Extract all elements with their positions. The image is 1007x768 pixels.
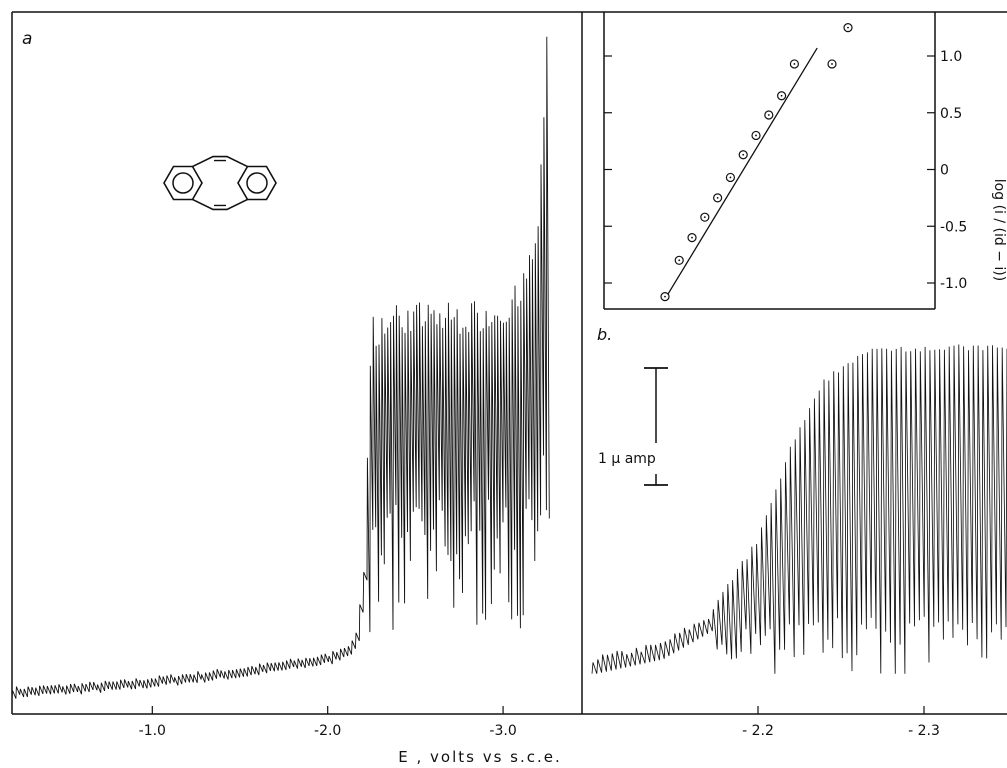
inset-fit-line — [667, 47, 818, 295]
inset-log-plot: -1.0 -0.5 0 0.5 1.0 log (i / (id − i)) — [603, 12, 1007, 310]
inset-data-point-center — [691, 236, 693, 239]
inset-data-point-center — [767, 114, 770, 116]
panel-a-x-tick-label: -3.0 — [489, 723, 516, 739]
inset-data-point-center — [831, 63, 833, 65]
panel-a-label: a — [22, 29, 32, 49]
right-aromatic-circle — [246, 172, 268, 194]
inset-data-point-center — [755, 134, 757, 137]
scale-bar-label: 1 μ amp — [598, 451, 656, 467]
panel-a-x-tick-label: -2.0 — [314, 723, 341, 739]
dibenzocyclooctatetraene-structure-icon — [163, 155, 277, 211]
left-aromatic-circle — [172, 172, 194, 194]
inset-y-tick-label: 0.5 — [940, 106, 962, 122]
inset-data-point-center — [793, 63, 796, 65]
left-benzene-ring — [163, 165, 203, 201]
figure-frame — [11, 11, 1007, 715]
inset-data-point-center — [664, 295, 666, 298]
x-axis-label: E , volts vs s.c.e. — [398, 748, 562, 766]
scale-bar — [644, 367, 668, 486]
panel-b-polarogram-trace — [591, 344, 1007, 674]
panel-b-label: b. — [597, 325, 612, 344]
lower-bridge — [192, 198, 248, 211]
inset-data-point-center — [742, 153, 745, 156]
panel-b: - 2.2 - 2.3 — [591, 344, 1007, 739]
inset-data-point-center — [780, 94, 783, 97]
inset-data-point-center — [703, 216, 706, 219]
inset-data-point-center — [847, 26, 849, 29]
upper-bridge — [192, 155, 248, 168]
inset-data-point-center — [678, 259, 681, 262]
inset-y-tick-label: 0 — [940, 163, 949, 179]
inset-data-point-center — [716, 196, 719, 199]
inset-y-tick-label: -0.5 — [940, 219, 967, 235]
panel-b-x-tick-label: - 2.3 — [908, 723, 940, 739]
panel-a: -1.0 -2.0 -3.0 — [11, 36, 550, 739]
panel-a-polarogram-trace — [11, 36, 550, 699]
panel-b-x-tick-label: - 2.2 — [742, 723, 774, 739]
inset-y-axis-label-text: log (i / (id − i)) — [991, 179, 1007, 281]
right-benzene-ring — [237, 165, 277, 201]
inset-y-axis-label: log (i / (id − i)) — [991, 179, 1007, 281]
inset-data-point-center — [729, 176, 732, 179]
panel-a-x-tick-label: -1.0 — [139, 723, 166, 739]
inset-y-tick-label: -1.0 — [940, 276, 967, 292]
inset-y-tick-label: 1.0 — [940, 49, 962, 65]
